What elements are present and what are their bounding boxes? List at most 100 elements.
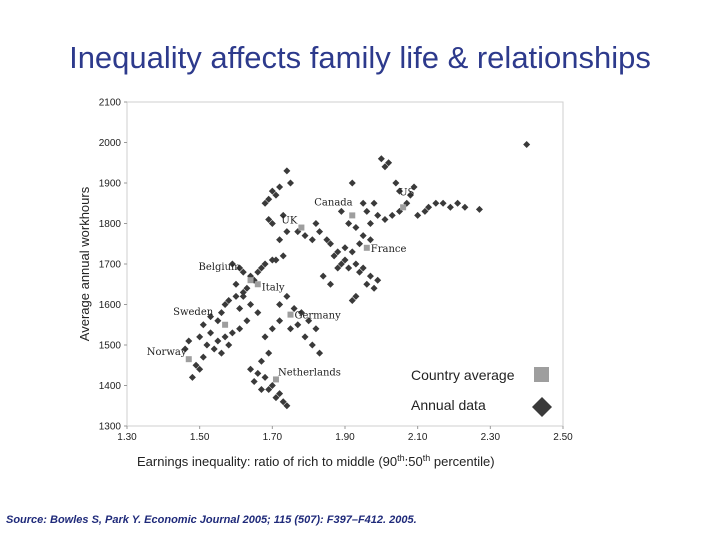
- annual-data-point: [239, 268, 247, 276]
- annual-data-point: [276, 236, 284, 244]
- annual-data-point: [276, 183, 284, 191]
- annual-data-point: [239, 292, 247, 300]
- annual-data-point: [254, 268, 262, 276]
- annual-data-point: [316, 228, 324, 236]
- y-ticks: 1300 1400 1500 1600 1700 1800 1900 2000 2100: [99, 98, 127, 433]
- annual-data-point: [221, 333, 229, 341]
- country-label: US: [399, 187, 414, 198]
- annual-data-point: [268, 325, 276, 333]
- x-tick-label: 1.70: [263, 432, 283, 443]
- annual-data-point: [421, 207, 429, 215]
- y-tick-label: 2100: [99, 98, 122, 109]
- annual-data-point: [334, 248, 342, 256]
- annual-data-point: [265, 215, 273, 223]
- annual-data-point: [337, 207, 345, 215]
- annual-data-point: [366, 236, 374, 244]
- annual-data-point: [279, 211, 287, 219]
- annual-data-point: [425, 203, 433, 211]
- annual-data-point: [359, 199, 367, 207]
- annual-data-point: [203, 341, 211, 349]
- country-average-point: [298, 224, 305, 231]
- annual-data-point: [247, 365, 255, 373]
- annual-data-point: [217, 309, 225, 317]
- source-citation: Source: Bowles S, Park Y. Economic Journ…: [6, 514, 417, 526]
- annual-data-point: [196, 365, 204, 373]
- annual-data-point: [192, 361, 200, 369]
- annual-data-series: [181, 141, 531, 410]
- annual-data-point: [341, 256, 349, 264]
- annual-data-point: [265, 195, 273, 203]
- annual-data-point: [323, 236, 331, 244]
- annual-data-point: [228, 260, 236, 268]
- annual-data-point: [406, 191, 414, 199]
- y-tick-label: 1600: [99, 300, 122, 311]
- annual-data-point: [225, 296, 233, 304]
- annual-data-point: [196, 333, 204, 341]
- annual-data-point: [366, 272, 374, 280]
- annual-data-point: [312, 325, 320, 333]
- annual-data-point: [272, 191, 280, 199]
- annual-data-point: [232, 280, 240, 288]
- annual-data-point: [370, 284, 378, 292]
- annual-data-point: [352, 260, 360, 268]
- y-tick-label: 1500: [99, 341, 122, 352]
- annual-data-point: [352, 292, 360, 300]
- country-label: Netherlands: [278, 367, 341, 378]
- annual-data-point: [232, 292, 240, 300]
- annual-data-point: [254, 369, 262, 377]
- x-tick-label: 1.90: [335, 432, 355, 443]
- annual-data-point: [185, 337, 193, 345]
- country-label: Belgium: [199, 262, 242, 273]
- annual-data-point: [348, 248, 356, 256]
- country-average-point: [287, 311, 294, 318]
- country-label: Sweden: [173, 307, 214, 318]
- x-axis-title: Earnings inequality: ratio of rich to mi…: [137, 453, 495, 469]
- annual-data-point: [326, 280, 334, 288]
- annual-data-point: [268, 187, 276, 195]
- annual-data-point: [523, 141, 531, 149]
- annual-data-point: [257, 357, 265, 365]
- y-axis-title: Average annual workhours: [77, 186, 92, 341]
- annual-data-point: [290, 305, 298, 313]
- annual-data-point: [356, 240, 364, 248]
- annual-data-point: [308, 341, 316, 349]
- annual-data-point: [316, 349, 324, 357]
- annual-data-point: [374, 211, 382, 219]
- annual-data-point: [272, 256, 280, 264]
- annual-data-point: [374, 276, 382, 284]
- annual-data-point: [370, 199, 378, 207]
- annual-data-point: [207, 329, 215, 337]
- annual-data-point: [363, 207, 371, 215]
- annual-data-point: [199, 321, 207, 329]
- annual-data-point: [257, 386, 265, 394]
- annual-data-point: [236, 305, 244, 313]
- annual-data-point: [265, 386, 273, 394]
- annual-data-point: [432, 199, 440, 207]
- annual-data-point: [330, 252, 338, 260]
- country-average-point: [272, 376, 279, 383]
- country-labels: Canada US UK France Belgium Italy Sweden German…: [147, 187, 415, 378]
- annual-data-point: [228, 329, 236, 337]
- legend-marker-country-average: [534, 367, 549, 382]
- annual-data-point: [261, 260, 269, 268]
- country-label: Germany: [295, 311, 342, 322]
- x-tick-label: 1.30: [117, 432, 137, 443]
- annual-data-point: [268, 382, 276, 389]
- annual-data-point: [396, 187, 403, 195]
- annual-data-point: [276, 317, 284, 325]
- y-tick-label: 2000: [99, 138, 122, 149]
- annual-data-point: [377, 155, 385, 163]
- annual-data-point: [268, 256, 276, 264]
- annual-data-point: [348, 296, 356, 304]
- annual-data-point: [276, 390, 284, 398]
- annual-data-point: [348, 179, 356, 187]
- annual-data-point: [261, 199, 269, 207]
- annual-data-point: [225, 341, 233, 349]
- annual-data-point: [283, 167, 291, 175]
- page-title: Inequality affects family life & relatio…: [69, 40, 651, 75]
- y-tick-label: 1800: [99, 219, 122, 230]
- y-tick-label: 1700: [99, 260, 122, 271]
- annual-data-point: [279, 398, 287, 406]
- x-tick-label: 1.50: [190, 432, 210, 443]
